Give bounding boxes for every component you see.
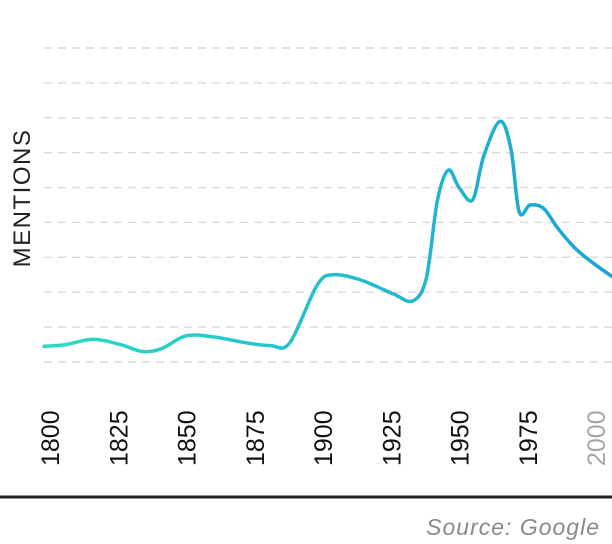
x-tick-label: 1925 [378,410,406,466]
x-tick-label: 1900 [310,410,338,466]
x-tick-label: 1825 [105,410,133,466]
x-tick-label: 1875 [242,410,270,466]
x-axis-ticks: 1800 1825 1850 1875 1900 1925 1950 1975 2000 [37,410,611,466]
x-tick-label: 2000 [583,410,611,466]
series-line [42,119,612,354]
x-tick-label: 1950 [447,410,475,466]
grid-lines [44,47,612,363]
x-tick-label: 1850 [174,410,202,466]
x-tick-label: 1975 [515,410,543,466]
source-credit: Source: Google [426,514,600,540]
y-axis-label: MENTIONS [9,129,36,268]
x-tick-label: 1800 [37,410,65,466]
